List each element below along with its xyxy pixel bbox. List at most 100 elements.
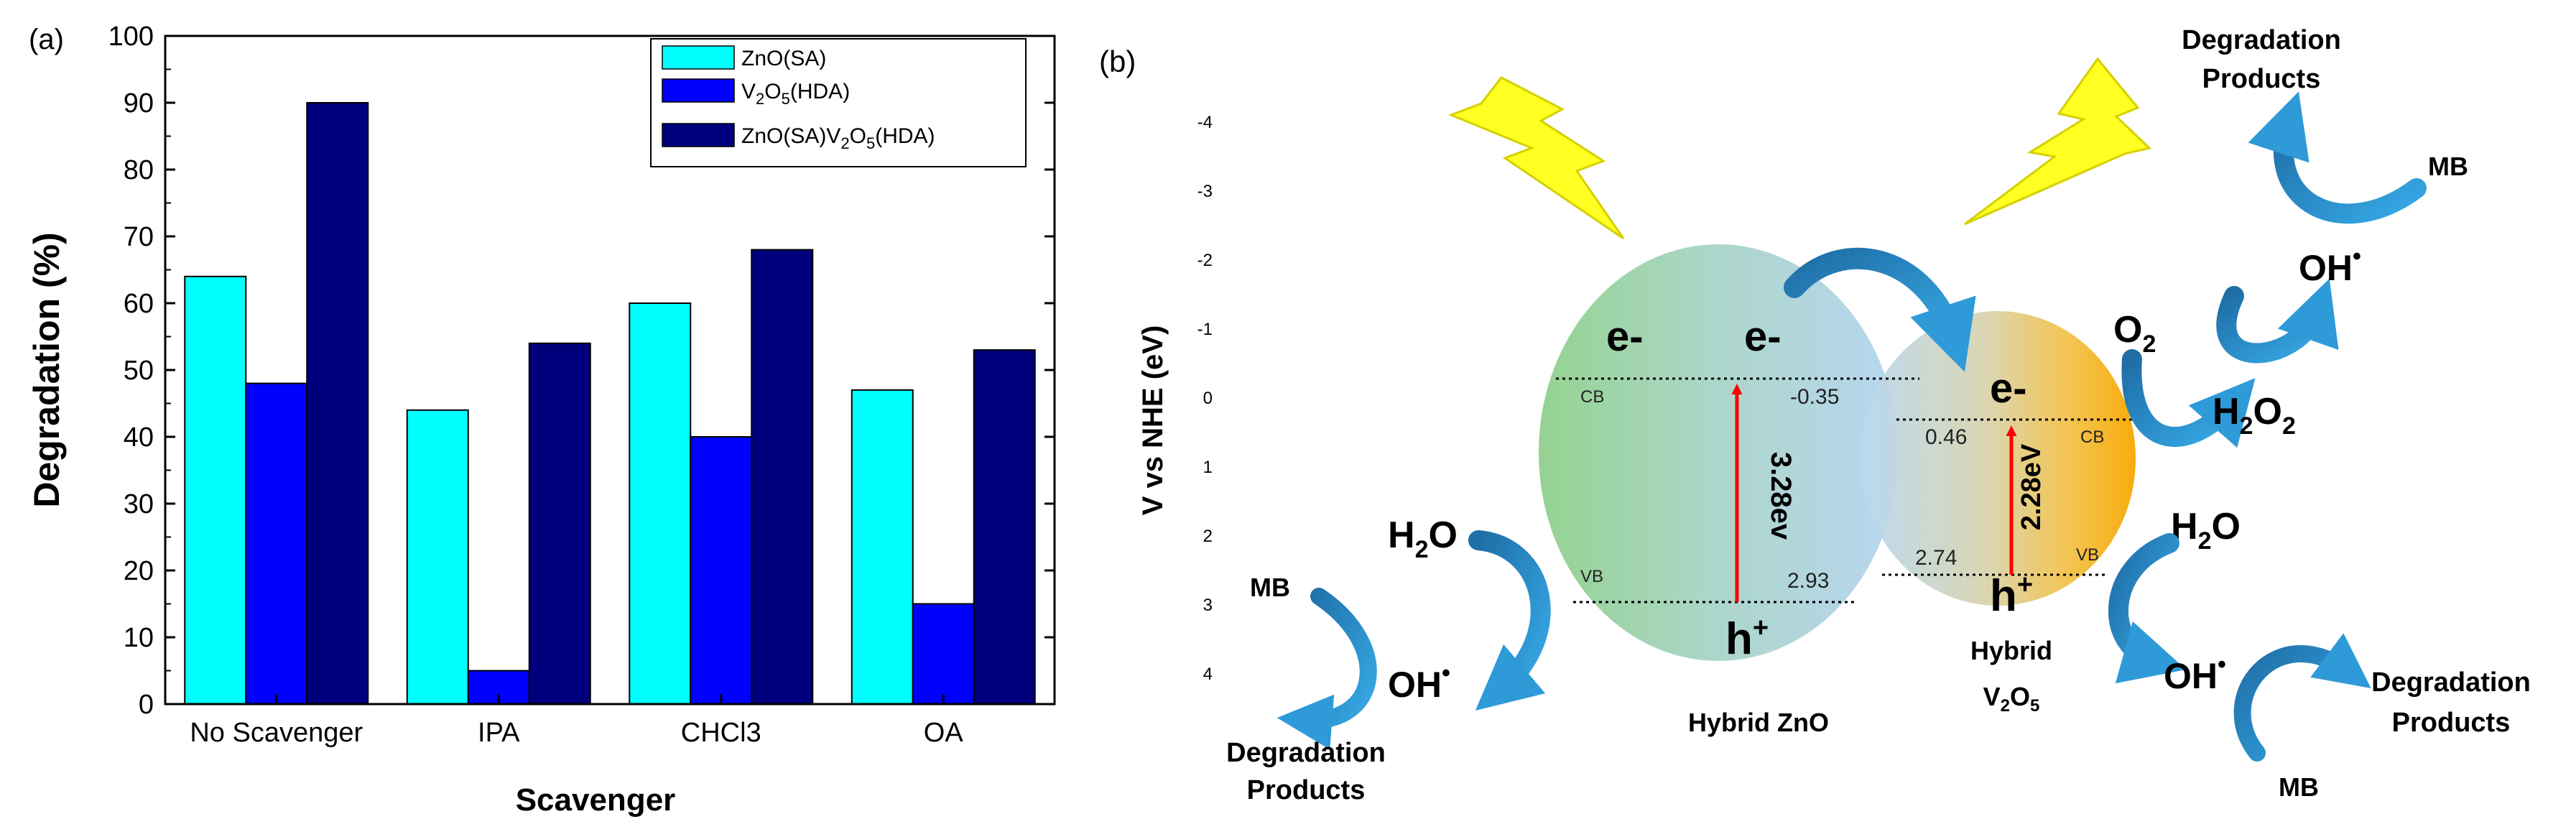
energy-tick: -4 bbox=[1197, 113, 1213, 132]
top-oh-arrow bbox=[2216, 278, 2339, 364]
legend-swatch-composite bbox=[662, 123, 735, 147]
y-tick-label: 100 bbox=[108, 22, 154, 52]
bar-zno-sa--chcl3 bbox=[629, 302, 692, 705]
left-oh: OH• bbox=[1388, 660, 1450, 705]
bar-zno-sa-v2o5-hda--no-scavenger bbox=[306, 102, 369, 705]
y-tick-label: 30 bbox=[124, 489, 154, 519]
legend-label-zno: ZnO(SA) bbox=[741, 47, 826, 70]
right-products-line2: Products bbox=[2392, 708, 2511, 738]
right-products-line1: Degradation bbox=[2371, 667, 2531, 698]
energy-tick: 0 bbox=[1203, 389, 1213, 408]
lightning-bolt-right-icon bbox=[1964, 57, 2152, 226]
bar-zno-sa--no-scavenger bbox=[184, 275, 247, 705]
x-axis: No Scavenger IPA CHCl3 OA bbox=[190, 694, 963, 748]
x-tick-label: No Scavenger bbox=[190, 718, 363, 748]
x-tick-label: CHCl3 bbox=[681, 718, 761, 748]
zno-vb-label: VB bbox=[1580, 567, 1603, 586]
left-h2o: H2O bbox=[1388, 514, 1458, 563]
y-tick-label: 50 bbox=[124, 356, 154, 386]
legend: ZnO(SA) V2O5(HDA) ZnO(SA)V2O5(HDA) bbox=[650, 38, 1027, 167]
energy-tick: -2 bbox=[1197, 251, 1213, 270]
zno-electron-right: e- bbox=[1744, 313, 1782, 360]
top-mb-arrow bbox=[2248, 91, 2427, 224]
bar-chart: 0 10 20 30 40 50 60 70 80 90 100 No Scavenger IPA CH… bbox=[27, 22, 1056, 818]
bar-zno-sa-v2o5-hda--ipa bbox=[528, 342, 591, 705]
y-axis: 0 10 20 30 40 50 60 70 80 90 100 bbox=[108, 22, 1055, 720]
x-tick-label: IPA bbox=[478, 718, 520, 748]
legend-swatch-v2o5 bbox=[662, 78, 735, 103]
left-mb-arrow bbox=[1277, 588, 1377, 750]
energy-axis-title: V vs NHE (eV) bbox=[1137, 325, 1169, 516]
left-products-line1: Degradation bbox=[1226, 738, 1386, 768]
x-tick-label: OA bbox=[924, 718, 964, 748]
panel-b-label: (b) bbox=[1099, 45, 1136, 78]
v2o5-hole: h+ bbox=[1990, 570, 2033, 621]
v2o5-bandgap: 2.28eV bbox=[2016, 443, 2047, 530]
right-h2o-arrow bbox=[2108, 533, 2187, 684]
bar-zno-sa--oa bbox=[851, 389, 914, 706]
energy-tick: -3 bbox=[1197, 182, 1213, 201]
bars-group bbox=[184, 102, 1036, 706]
zno-hole: h+ bbox=[1725, 613, 1769, 664]
right-reaction: H2O OH• MB Degradation Products bbox=[2108, 506, 2531, 802]
zno-bandgap: 3.28ev bbox=[1765, 452, 1797, 540]
v2o5-vb-label: VB bbox=[2076, 545, 2099, 565]
left-reaction: H2O OH• MB Degradation Products bbox=[1226, 514, 1551, 805]
zno-cb-label: CB bbox=[1580, 387, 1604, 407]
v2o5-cb-label: CB bbox=[2080, 427, 2104, 447]
y-tick-label: 20 bbox=[124, 556, 154, 586]
left-h2o-arrow bbox=[1468, 530, 1551, 711]
energy-tick: -1 bbox=[1197, 320, 1213, 339]
zno-sphere bbox=[1539, 244, 1898, 661]
zno-vb-value: 2.93 bbox=[1787, 569, 1829, 593]
y-tick-label: 70 bbox=[124, 222, 154, 252]
energy-tick-labels: -4 -3 -2 -1 0 1 2 3 4 bbox=[1197, 113, 1213, 684]
lightning-bolt-left-icon bbox=[1447, 76, 1625, 240]
bar-zno-sa-v2o5-hda--oa bbox=[973, 349, 1036, 705]
v2o5-cb-value: 0.46 bbox=[1925, 425, 1967, 449]
y-axis-title: Degradation (%) bbox=[27, 232, 67, 507]
right-mb: MB bbox=[2279, 772, 2319, 802]
top-products-line2: Products bbox=[2202, 64, 2321, 94]
panel-a-label: (a) bbox=[29, 24, 64, 55]
energy-tick: 4 bbox=[1203, 665, 1213, 684]
top-products-line1: Degradation bbox=[2182, 25, 2341, 55]
energy-tick: 1 bbox=[1203, 458, 1213, 477]
v2o5-sphere bbox=[1860, 311, 2136, 606]
bar-v2o5-hda--oa bbox=[912, 603, 975, 705]
v2o5-name-line2: V2O5 bbox=[1983, 682, 2040, 716]
y-tick-label: 0 bbox=[139, 690, 154, 720]
legend-swatch-zno bbox=[662, 45, 735, 70]
bar-zno-sa--ipa bbox=[406, 409, 469, 705]
v2o5-vb-value: 2.74 bbox=[1915, 546, 1957, 570]
v2o5-name-line1: Hybrid bbox=[1970, 636, 2052, 665]
electron-transfer-arrow bbox=[1784, 247, 1976, 372]
zno-cb-value: -0.35 bbox=[1790, 385, 1839, 409]
bar-zno-sa-v2o5-hda--chcl3 bbox=[751, 249, 814, 706]
left-products-line2: Products bbox=[1247, 775, 1366, 805]
top-mb: MB bbox=[2428, 152, 2468, 181]
y-tick-label: 60 bbox=[124, 289, 154, 319]
legend-label-v2o5: V2O5(HDA) bbox=[741, 80, 850, 108]
legend-label-composite: ZnO(SA)V2O5(HDA) bbox=[741, 124, 935, 152]
energy-tick: 3 bbox=[1203, 596, 1213, 615]
bar-v2o5-hda--chcl3 bbox=[690, 436, 753, 705]
y-tick-label: 10 bbox=[124, 623, 154, 653]
top-oh: OH• bbox=[2299, 243, 2361, 288]
top-h2o2: H2O2 bbox=[2213, 391, 2296, 440]
y-tick-label: 80 bbox=[124, 155, 154, 185]
right-h2o: H2O bbox=[2171, 506, 2241, 555]
energy-tick: 2 bbox=[1203, 527, 1213, 546]
top-reaction: O2 H2O2 OH• MB Degradation Products bbox=[2113, 25, 2468, 448]
zno-electron-left: e- bbox=[1606, 313, 1644, 360]
y-tick-label: 40 bbox=[124, 422, 154, 453]
energy-axis: V vs NHE (eV) -4 -3 -2 -1 0 1 2 3 4 bbox=[1137, 113, 1213, 684]
right-oh: OH• bbox=[2164, 651, 2226, 696]
x-axis-title: Scavenger bbox=[516, 782, 676, 818]
v2o5-electron: e- bbox=[1990, 365, 2027, 412]
y-tick-label: 90 bbox=[124, 88, 154, 119]
top-o2-arrow bbox=[2121, 349, 2256, 448]
left-mb: MB bbox=[1250, 573, 1290, 602]
bar-v2o5-hda--no-scavenger bbox=[245, 382, 308, 705]
